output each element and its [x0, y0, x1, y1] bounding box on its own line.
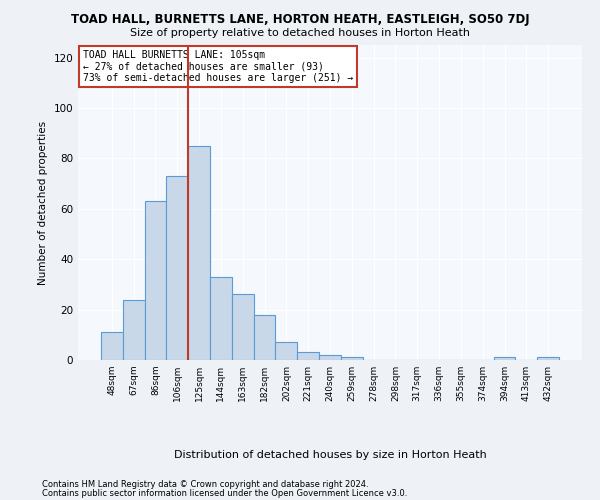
Bar	[166, 176, 188, 360]
X-axis label: Distribution of detached houses by size in Horton Heath: Distribution of detached houses by size …	[173, 450, 487, 460]
Text: Contains HM Land Registry data © Crown copyright and database right 2024.: Contains HM Land Registry data © Crown c…	[42, 480, 368, 489]
Bar	[275, 342, 297, 360]
Y-axis label: Number of detached properties: Number of detached properties	[38, 120, 48, 284]
Bar	[494, 358, 515, 360]
Bar	[145, 201, 166, 360]
Text: Size of property relative to detached houses in Horton Heath: Size of property relative to detached ho…	[130, 28, 470, 38]
Text: Contains public sector information licensed under the Open Government Licence v3: Contains public sector information licen…	[42, 489, 407, 498]
Bar	[232, 294, 254, 360]
Bar	[254, 314, 275, 360]
Text: TOAD HALL, BURNETTS LANE, HORTON HEATH, EASTLEIGH, SO50 7DJ: TOAD HALL, BURNETTS LANE, HORTON HEATH, …	[71, 12, 529, 26]
Bar	[537, 358, 559, 360]
Text: TOAD HALL BURNETTS LANE: 105sqm
← 27% of detached houses are smaller (93)
73% of: TOAD HALL BURNETTS LANE: 105sqm ← 27% of…	[83, 50, 353, 83]
Bar	[297, 352, 319, 360]
Bar	[188, 146, 210, 360]
Bar	[123, 300, 145, 360]
Bar	[210, 277, 232, 360]
Bar	[101, 332, 123, 360]
Bar	[319, 355, 341, 360]
Bar	[341, 358, 363, 360]
